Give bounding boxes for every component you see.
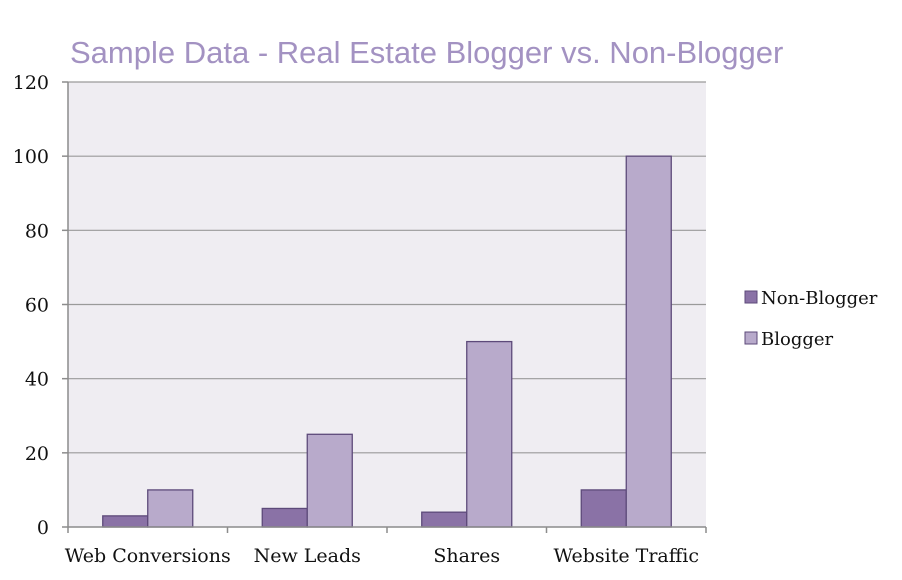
y-tick-labels: 0 20 40 60 80 100 120 <box>13 72 49 539</box>
chart-title: Sample Data - Real Estate Blogger vs. No… <box>70 35 783 70</box>
x-tick-label: Shares <box>433 545 500 567</box>
gridlines <box>68 81 706 454</box>
legend: Non-Blogger Blogger <box>744 288 878 350</box>
bar-blogger-web-conversions <box>147 489 194 528</box>
legend-label: Blogger <box>761 329 834 350</box>
axes <box>62 81 707 533</box>
bar-non-blogger-web-conversions <box>102 515 149 528</box>
bars <box>102 155 672 528</box>
x-tick-label: Web Conversions <box>65 545 231 567</box>
x-tick-labels: Web Conversions New Leads Shares Website Tr… <box>65 545 699 567</box>
y-tick-label: 100 <box>13 146 49 168</box>
legend-label: Non-Blogger <box>761 288 878 309</box>
y-tick-label: 0 <box>37 517 49 539</box>
bar-blogger-new-leads <box>306 433 353 528</box>
y-tick-label: 40 <box>25 369 49 391</box>
legend-swatch <box>744 331 758 345</box>
bar-non-blogger-new-leads <box>261 507 308 528</box>
y-tick-label: 20 <box>25 443 49 465</box>
bar-blogger-shares <box>466 340 513 528</box>
bar-non-blogger-shares <box>421 511 468 528</box>
x-tick-label: New Leads <box>254 545 361 567</box>
legend-swatch <box>744 290 758 304</box>
x-tick-label: Website Traffic <box>554 545 699 567</box>
bar-blogger-website-traffic <box>625 155 672 528</box>
bar-non-blogger-website-traffic <box>580 489 627 528</box>
y-tick-label: 120 <box>13 72 49 94</box>
y-tick-label: 80 <box>25 220 49 242</box>
y-tick-label: 60 <box>25 295 49 317</box>
